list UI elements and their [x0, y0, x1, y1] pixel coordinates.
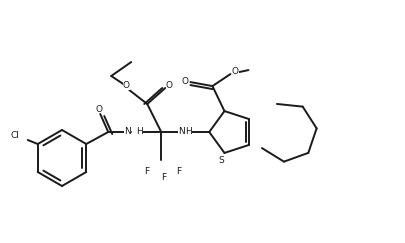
- Text: H: H: [136, 128, 143, 137]
- Text: N: N: [124, 128, 131, 137]
- Text: O: O: [165, 80, 172, 89]
- Text: O: O: [96, 104, 102, 113]
- Text: N: N: [178, 128, 185, 137]
- Text: Cl: Cl: [11, 131, 20, 140]
- Text: O: O: [122, 81, 130, 90]
- Text: F: F: [175, 167, 180, 176]
- Text: O: O: [181, 77, 188, 86]
- Text: F: F: [160, 174, 165, 182]
- Text: S: S: [218, 156, 224, 165]
- Text: O: O: [231, 67, 239, 76]
- Text: F: F: [143, 167, 149, 176]
- Text: H: H: [185, 128, 192, 137]
